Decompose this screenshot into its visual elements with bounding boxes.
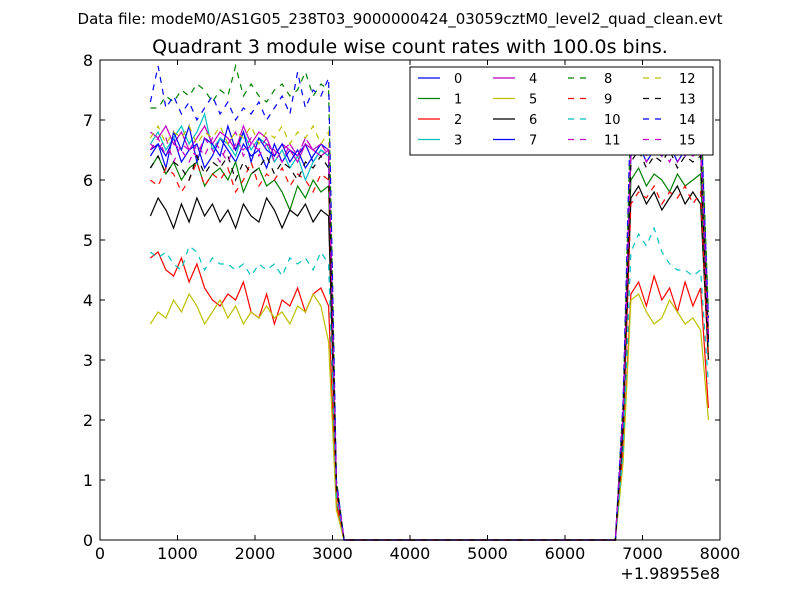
axes-layer: 0 1000 2000 3000 4000 5000 6000 7000 80000123456… [83,51,741,563]
legend-label-2: 2 [454,113,462,128]
legend-label-1: 1 [454,93,462,108]
legend-box [409,66,714,156]
legend-label-0: 0 [454,72,462,87]
x-axis-offset-label: +1.98955e8 [620,564,720,583]
legend-label-6: 6 [529,113,537,128]
y-tick-label: 0 [83,531,93,550]
legend-label-9: 9 [604,93,612,108]
x-tick-label: 1000 [157,544,198,563]
x-tick-label: 5000 [467,544,508,563]
y-tick-label: 6 [83,171,93,190]
y-tick-label: 1 [83,471,93,490]
chart-title: Quadrant 3 module wise count rates with … [152,36,668,58]
legend-label-5: 5 [529,93,537,108]
x-tick-label: 8000 [700,544,741,563]
y-tick-label: 5 [83,231,93,250]
x-tick-label: 3000 [312,544,353,563]
legend-label-7: 7 [529,134,537,149]
x-tick-label: 2000 [235,544,276,563]
legend-label-8: 8 [604,72,612,87]
figure-suptitle: Data file: modeM0/AS1G05_238T03_90000004… [78,10,723,29]
y-tick-label: 2 [83,411,93,430]
legend-label-3: 3 [454,134,462,149]
y-tick-label: 3 [83,351,93,370]
legend-label-11: 11 [604,134,621,149]
legend-label-12: 12 [679,72,696,87]
y-tick-label: 7 [83,111,93,130]
x-tick-label: 6000 [545,544,586,563]
x-tick-label: 7000 [622,544,663,563]
x-tick-label: 4000 [390,544,431,563]
y-tick-label: 8 [83,51,93,70]
legend-label-10: 10 [604,113,621,128]
legend-label-15: 15 [679,134,696,149]
legend-label-4: 4 [529,72,537,87]
legend-label-13: 13 [679,93,696,108]
x-tick-label: 0 [95,544,105,563]
y-tick-label: 4 [83,291,93,310]
legend-label-14: 14 [679,113,696,128]
